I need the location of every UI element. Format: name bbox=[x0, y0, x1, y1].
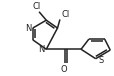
Text: Cl: Cl bbox=[61, 10, 70, 19]
Text: S: S bbox=[98, 56, 103, 65]
Text: Cl: Cl bbox=[32, 2, 40, 11]
Text: N: N bbox=[38, 45, 44, 54]
Text: O: O bbox=[60, 65, 67, 74]
Text: N: N bbox=[25, 24, 31, 33]
